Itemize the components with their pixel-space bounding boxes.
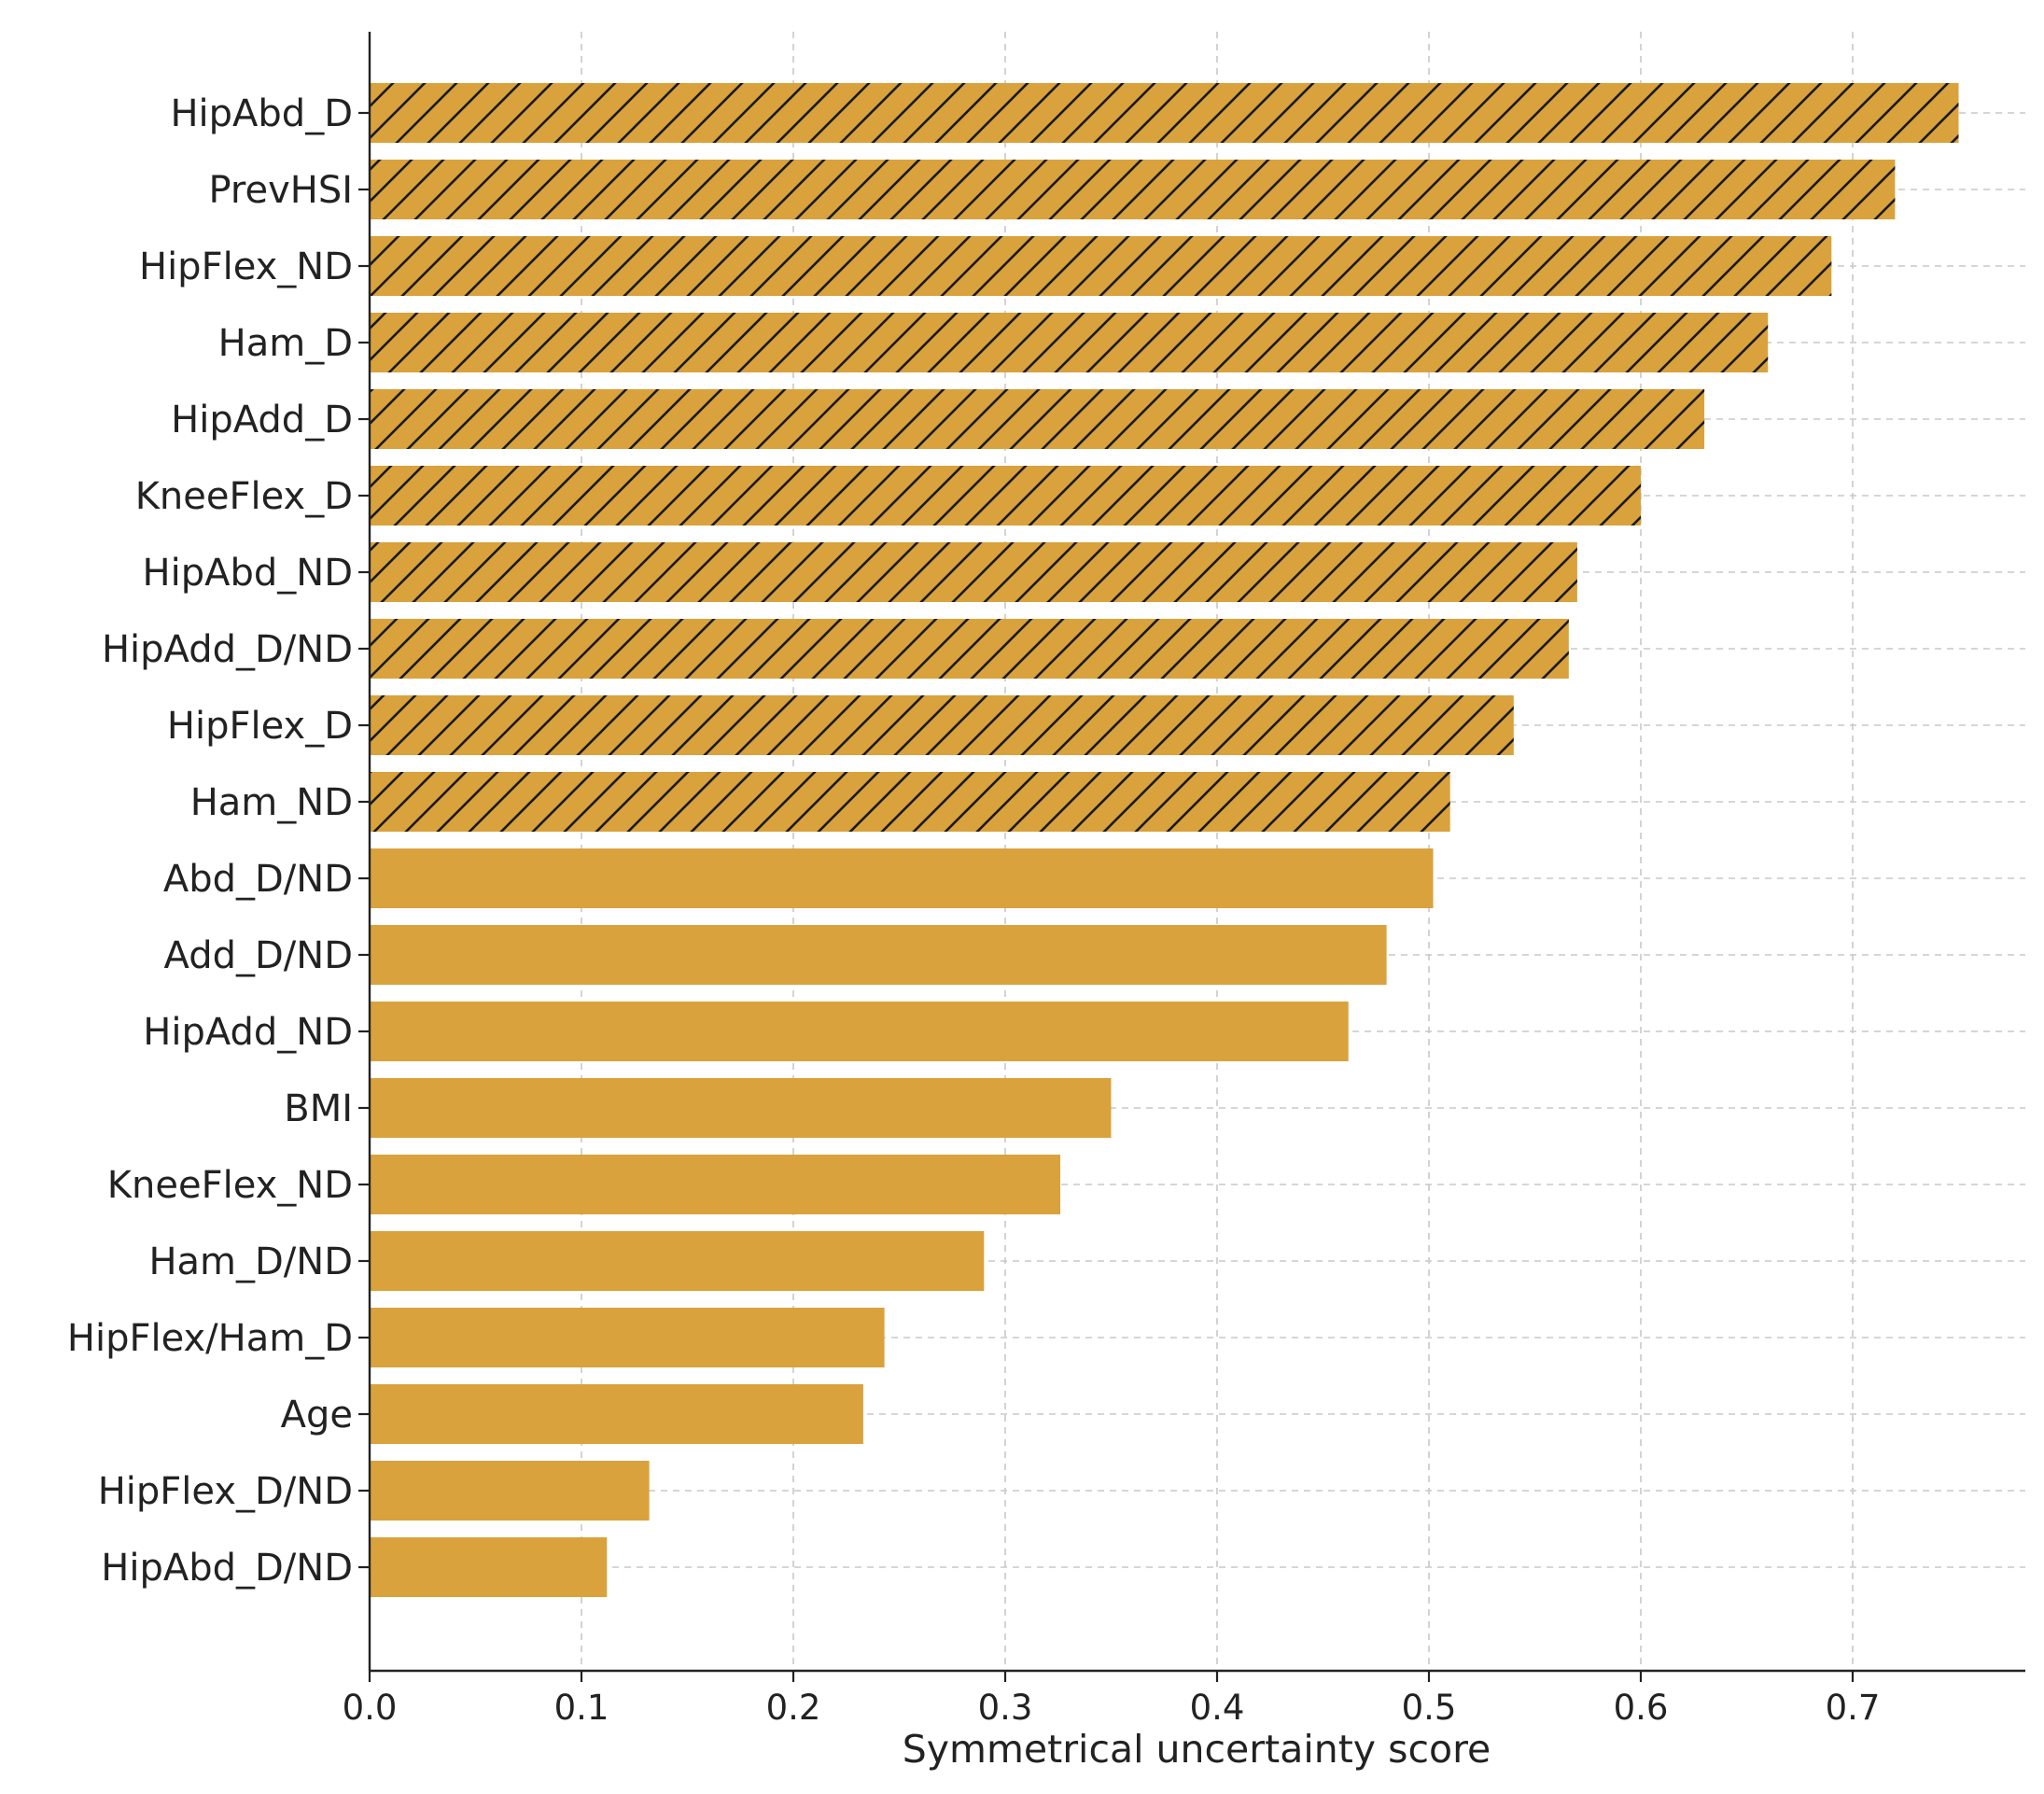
x-tick-label: 0.7 bbox=[1826, 1688, 1881, 1728]
category-label: KneeFlex_ND bbox=[107, 1164, 353, 1207]
x-axis-label: Symmetrical uncertainty score bbox=[903, 1727, 1491, 1772]
category-label: HipAdd_D bbox=[171, 399, 353, 441]
category-label: HipFlex/Ham_D bbox=[67, 1317, 353, 1360]
x-tick-label: 0.2 bbox=[766, 1688, 821, 1728]
category-label: Ham_ND bbox=[190, 781, 353, 824]
x-tick-label: 0.4 bbox=[1190, 1688, 1245, 1728]
category-label: HipAdd_D/ND bbox=[102, 628, 353, 671]
x-tick-label: 0.5 bbox=[1402, 1688, 1457, 1728]
bar-hatch bbox=[370, 389, 1705, 449]
bar bbox=[370, 1002, 1349, 1061]
bar bbox=[370, 1384, 863, 1444]
bar bbox=[370, 1537, 608, 1597]
category-label: HipFlex_D bbox=[167, 705, 353, 748]
axes bbox=[358, 32, 2025, 1682]
category-label: KneeFlex_D bbox=[135, 475, 353, 518]
category-label: BMI bbox=[284, 1087, 353, 1130]
category-label: HipAbd_D bbox=[170, 92, 353, 135]
category-label: Ham_D/ND bbox=[148, 1240, 353, 1283]
bar-hatch bbox=[370, 466, 1641, 526]
x-tick-label: 0.3 bbox=[978, 1688, 1033, 1728]
bar-hatch bbox=[370, 772, 1450, 832]
bar-hatch bbox=[370, 160, 1896, 219]
category-label: Ham_D bbox=[218, 322, 353, 365]
category-label: Age bbox=[281, 1394, 353, 1437]
bar-hatch bbox=[370, 542, 1577, 602]
category-label: Add_D/ND bbox=[164, 934, 353, 977]
bar-hatch bbox=[370, 313, 1769, 372]
category-label: HipFlex_ND bbox=[139, 245, 353, 288]
labels: HipAbd_D PrevHSI HipFlex_ND Ham_D HipAdd_D Kn… bbox=[67, 92, 1881, 1728]
bars bbox=[370, 83, 1959, 1597]
bar bbox=[370, 848, 1434, 908]
bar bbox=[370, 925, 1387, 985]
category-label: HipAbd_D/ND bbox=[101, 1547, 353, 1590]
bar bbox=[370, 1078, 1112, 1138]
bar bbox=[370, 1308, 885, 1367]
bar bbox=[370, 1461, 650, 1521]
category-label: PrevHSI bbox=[208, 169, 353, 212]
bar bbox=[370, 1231, 985, 1291]
category-label: HipFlex_D/ND bbox=[98, 1470, 353, 1513]
category-label: HipAdd_ND bbox=[143, 1011, 353, 1054]
bar bbox=[370, 1155, 1061, 1214]
bar-hatch bbox=[370, 695, 1514, 755]
x-tick-label: 0.0 bbox=[343, 1688, 398, 1728]
bar-hatch bbox=[370, 619, 1569, 679]
bar-hatch bbox=[370, 236, 1832, 296]
bar-hatch bbox=[370, 83, 1959, 143]
category-label: HipAbd_ND bbox=[143, 552, 353, 595]
category-label: Abd_D/ND bbox=[163, 858, 353, 901]
x-tick-label: 0.6 bbox=[1614, 1688, 1669, 1728]
x-tick-label: 0.1 bbox=[554, 1688, 609, 1728]
